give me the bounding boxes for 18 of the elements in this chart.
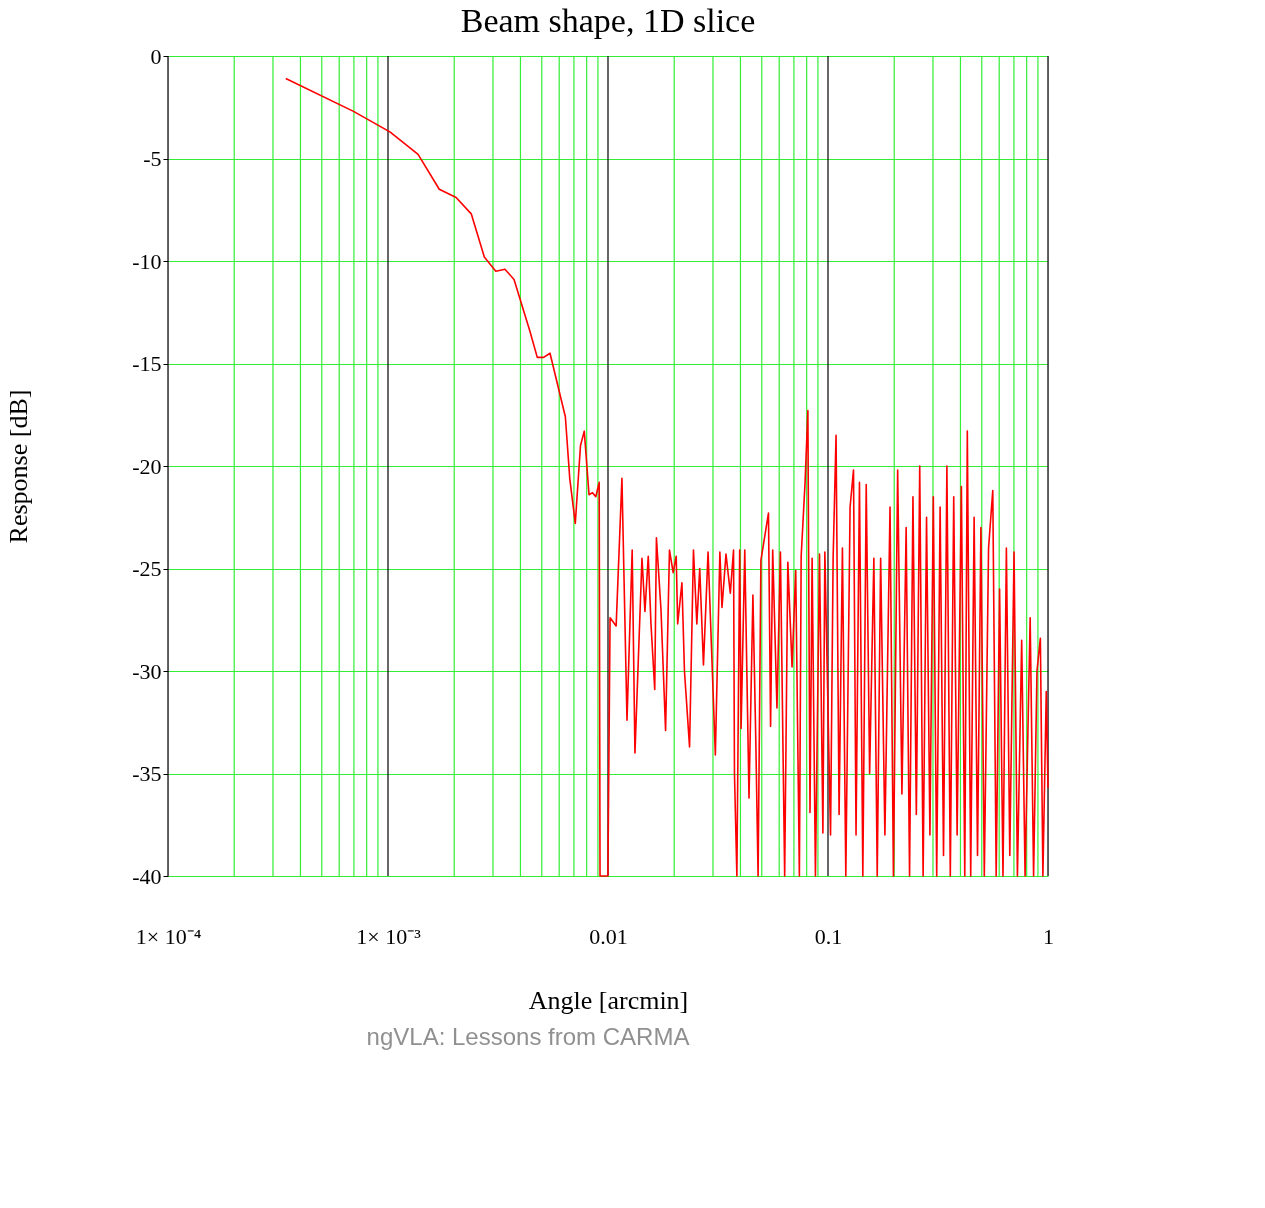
y-tick-label: -30 — [132, 658, 162, 684]
y-tick-label: -35 — [132, 761, 162, 786]
y-tick-label: -15 — [132, 351, 162, 376]
y-tick-label: -5 — [143, 146, 162, 171]
x-tick-label: 0.1 — [814, 923, 843, 949]
y-tick-label: -40 — [132, 863, 162, 889]
y-axis-title: Response [dB] — [4, 389, 34, 544]
text: ngVLA: Lessons from CARMA — [366, 1023, 690, 1050]
chart-title: Beam shape, 1D slice — [460, 2, 756, 39]
y-tick-label: -10 — [132, 248, 162, 274]
x-tick-label: 1 — [1043, 923, 1054, 949]
x-tick-label: 1× 10⁻³ — [356, 923, 422, 949]
y-tick-label: -20 — [132, 453, 162, 479]
y-tick-label: -25 — [132, 556, 162, 581]
y-tick-label: 0 — [150, 43, 162, 69]
x-tick-label: 0.01 — [589, 923, 628, 949]
x-tick-label: 1× 10⁻⁴ — [135, 923, 202, 949]
x-axis-title: Angle [arcmin] — [528, 985, 689, 1015]
